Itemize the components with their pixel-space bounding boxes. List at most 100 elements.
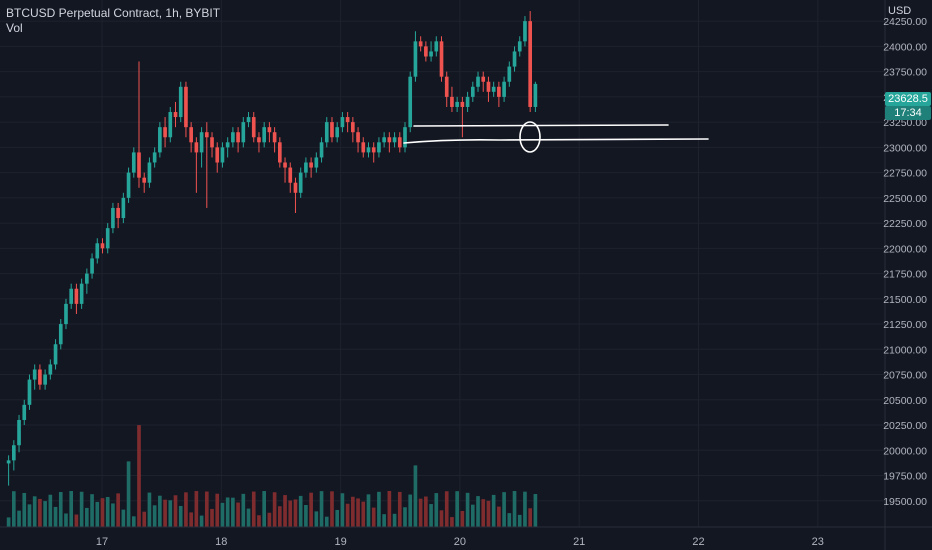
y-tick-label: 22750.00 <box>883 168 927 180</box>
candle-body <box>121 197 126 219</box>
volume-bar <box>32 496 37 527</box>
volume-bar <box>397 491 402 527</box>
candle-body <box>283 162 287 168</box>
volume-bar <box>517 514 522 527</box>
symbol-title: BTCUSD Perpetual Contract, 1h, BYBIT <box>6 6 221 20</box>
volume-bar <box>152 505 157 527</box>
candle-body <box>408 76 413 128</box>
candle-body <box>147 162 152 183</box>
volume-bar <box>470 504 475 527</box>
candle-body <box>392 137 397 143</box>
volume-bar <box>439 510 444 527</box>
volume-bar <box>324 516 329 527</box>
volume-bar <box>246 508 251 527</box>
candle-body <box>272 132 277 143</box>
candle-body <box>11 445 16 461</box>
candle-body <box>351 122 355 133</box>
volume-bar <box>147 492 152 527</box>
volume-bar <box>210 508 214 527</box>
volume-bar <box>38 498 42 527</box>
volume-bar <box>455 491 459 527</box>
y-tick-label: 24250.00 <box>883 16 927 28</box>
candle-body <box>137 152 141 178</box>
candle-body <box>241 122 246 143</box>
volume-bar <box>220 502 225 527</box>
volume-bar <box>533 494 538 527</box>
x-tick-label: 23 <box>812 536 824 548</box>
volume-bar <box>64 513 68 527</box>
volume-bar <box>465 492 470 527</box>
volume-bar <box>241 493 246 527</box>
volume-bar <box>17 510 21 527</box>
candle-body <box>424 46 428 57</box>
candle-body <box>64 303 68 325</box>
volume-bar <box>387 491 392 527</box>
volume-bar <box>184 492 188 527</box>
volume-bar <box>304 504 308 527</box>
volume-bar <box>48 494 53 527</box>
candle-body <box>53 344 58 365</box>
candle-body <box>345 117 350 123</box>
y-tick-label: 19750.00 <box>883 471 927 483</box>
volume-bar <box>345 503 350 527</box>
candle-body <box>173 112 178 118</box>
candle-body <box>257 137 261 143</box>
candle-body <box>204 132 209 138</box>
candle-body <box>366 147 371 153</box>
volume-bar <box>189 512 193 527</box>
volume-bar <box>356 498 360 527</box>
x-tick-label: 19 <box>334 536 346 548</box>
x-tick-label: 20 <box>454 536 466 548</box>
candle-body <box>293 182 298 193</box>
candle-body <box>215 147 220 163</box>
candle-body <box>116 207 120 219</box>
volume-bar <box>476 496 480 527</box>
volume-bar <box>288 500 293 527</box>
volume-bar <box>53 506 58 527</box>
candle-body <box>288 167 293 183</box>
candle-body <box>497 86 501 97</box>
volume-bar <box>528 508 533 527</box>
candle-body <box>69 288 74 304</box>
candle-body <box>251 117 256 138</box>
candle-body <box>397 137 402 148</box>
candle-body <box>387 137 392 143</box>
candle-body <box>340 117 345 128</box>
candle-body <box>507 66 512 82</box>
volume-bar <box>512 491 517 527</box>
countdown-tag: 17:34 <box>885 106 931 120</box>
volume-bar <box>58 492 63 527</box>
candle-body <box>502 81 506 97</box>
candle-body <box>100 243 105 249</box>
candle-body <box>371 147 376 153</box>
volume-bar <box>236 502 240 527</box>
volume-bar <box>69 491 74 527</box>
candle-body <box>304 162 308 173</box>
support-line-lower <box>403 138 709 144</box>
candle-body <box>460 101 465 107</box>
volume-bar <box>340 493 345 527</box>
candle-body <box>231 132 235 143</box>
candle-body <box>429 51 433 57</box>
volume-bar <box>95 501 100 527</box>
x-tick-label: 17 <box>96 536 108 548</box>
volume-bar <box>158 495 162 527</box>
price-axis-panel <box>885 0 932 550</box>
candle-body <box>330 122 334 138</box>
candle-body <box>38 369 42 385</box>
volume-bar <box>116 493 120 527</box>
volume-bar <box>502 492 506 527</box>
y-tick-label: 23250.00 <box>883 117 927 129</box>
y-tick-label: 21750.00 <box>883 269 927 281</box>
candle-body <box>465 96 470 107</box>
candle-body <box>335 127 340 138</box>
candle-body <box>444 76 449 97</box>
candle-body <box>158 127 162 153</box>
volume-bar <box>486 500 491 527</box>
y-tick-label: 20250.00 <box>883 420 927 432</box>
y-tick-label: 23000.00 <box>883 142 927 154</box>
volume-bar <box>126 461 131 527</box>
